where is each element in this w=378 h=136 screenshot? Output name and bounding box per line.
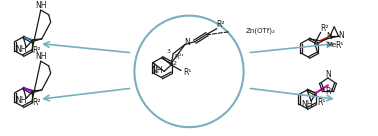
Text: R¹: R¹	[317, 98, 325, 107]
Text: NH: NH	[301, 100, 313, 109]
Text: R²: R²	[321, 24, 329, 33]
Text: R²: R²	[32, 47, 40, 55]
Text: NH: NH	[35, 1, 46, 10]
Text: Zn(OTf)₂: Zn(OTf)₂	[246, 27, 276, 34]
Text: N: N	[184, 38, 190, 47]
Text: R²: R²	[325, 87, 333, 96]
Text: N: N	[327, 32, 333, 41]
Text: R¹': R¹'	[174, 54, 184, 61]
Text: Me: Me	[327, 42, 337, 48]
Text: NH: NH	[15, 96, 27, 105]
Text: NH: NH	[152, 66, 163, 75]
Text: R¹: R¹	[183, 68, 191, 77]
Text: N: N	[339, 31, 344, 40]
Text: NH: NH	[15, 45, 27, 54]
Text: R¹: R¹	[336, 41, 344, 50]
Text: R²: R²	[217, 20, 225, 29]
Text: NH: NH	[35, 52, 46, 61]
Text: 2: 2	[172, 61, 176, 66]
Text: N: N	[325, 70, 331, 79]
Text: R²: R²	[32, 98, 40, 107]
Text: 3: 3	[166, 49, 170, 54]
